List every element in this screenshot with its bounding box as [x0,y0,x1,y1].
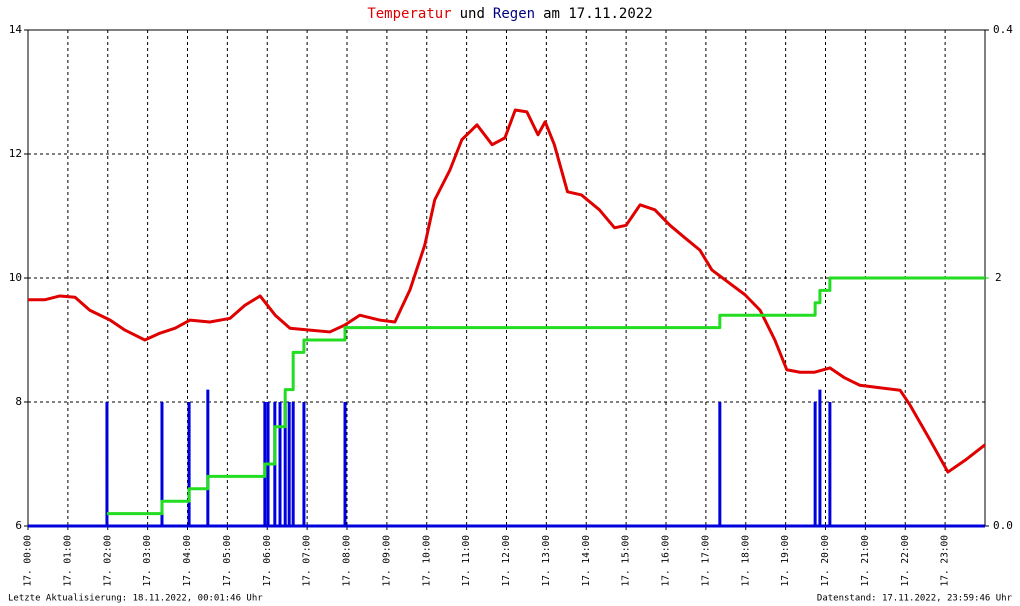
title-part: am 17.11.2022 [543,6,653,22]
x-tick-label: 17. 19:00 [780,535,791,587]
x-tick-label: 17. 09:00 [381,535,392,587]
temperature-line [28,108,986,474]
chart-title: Temperatur und Regen am 17.11.2022 [367,6,652,22]
y-tick-label: 6 [15,519,22,532]
y3-tick-label: 2 [995,271,1002,284]
x-tick-label: 17. 02:00 [102,535,113,587]
x-tick-label: 17. 13:00 [541,535,552,587]
y-tick-label: 12 [9,147,22,160]
x-tick-label: 17. 06:00 [262,535,273,587]
title-part: und [460,6,485,22]
y2-tick-label: 0.0 [993,519,1013,532]
y-tick-label: 10 [9,271,22,284]
y-tick-label: 14 [9,23,23,36]
x-tick-label: 17. 08:00 [342,535,353,587]
footer-right: Datenstand: 17.11.2022, 23:59:46 Uhr [817,594,1013,604]
x-tick-label: 17. 00:00 [23,535,34,587]
x-tick-label: 17. 10:00 [421,535,432,587]
y2-tick-label: 0.4 [993,23,1013,36]
title-part: Regen [493,6,535,22]
x-tick-label: 17. 23:00 [940,535,951,587]
x-tick-label: 17. 18:00 [740,535,751,587]
x-tick-label: 17. 12:00 [501,535,512,587]
y-tick-label: 8 [15,395,22,408]
x-tick-label: 17. 07:00 [302,535,313,587]
x-tick-label: 17. 04:00 [182,535,193,587]
x-tick-label: 17. 01:00 [62,535,73,587]
x-tick-label: 17. 21:00 [860,535,871,587]
x-tick-label: 17. 20:00 [820,535,831,587]
x-tick-label: 17. 03:00 [142,535,153,587]
footer-left: Letzte Aktualisierung: 18.11.2022, 00:01… [8,594,263,604]
rain-sum-line [106,276,985,516]
x-tick-label: 17. 16:00 [661,535,672,587]
x-tick-label: 17. 05:00 [222,535,233,587]
x-tick-label: 17. 14:00 [581,535,592,587]
x-tick-label: 17. 11:00 [461,535,472,587]
x-tick-label: 17. 17:00 [700,535,711,587]
x-tick-label: 17. 22:00 [900,535,911,587]
title-part: Temperatur [367,6,451,22]
x-tick-label: 17. 15:00 [621,535,632,587]
